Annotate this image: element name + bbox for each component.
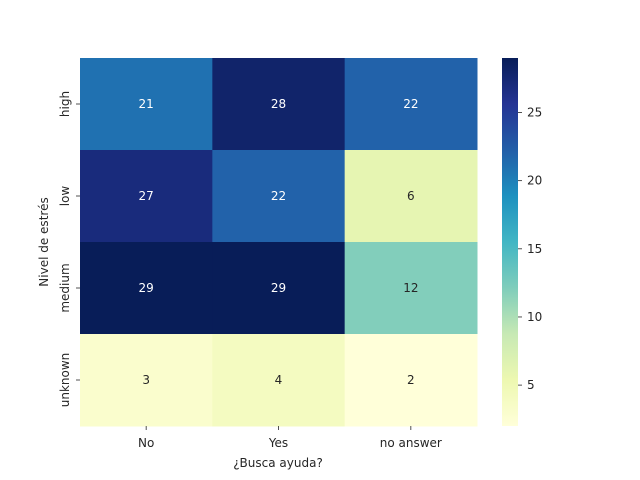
cell-value-label: 29 — [139, 281, 154, 295]
x-tick-label: Yes — [268, 436, 288, 450]
heatmap-cell — [80, 58, 213, 151]
cell-value-label: 21 — [139, 97, 154, 111]
cell-value-label: 22 — [403, 97, 418, 111]
heatmap-cell — [344, 242, 478, 335]
cell-value-label: 4 — [275, 373, 283, 387]
heatmap-cell — [80, 242, 213, 335]
cell-value-label: 28 — [271, 97, 286, 111]
heatmap-cell — [212, 242, 346, 335]
y-tick-label: medium — [58, 263, 72, 312]
y-tick-label: unknown — [58, 353, 72, 408]
cell-value-label: 27 — [139, 189, 154, 203]
heatmap-cell — [344, 334, 478, 427]
x-axis-label: ¿Busca ayuda? — [233, 456, 323, 470]
colorbar-tick-label: 5 — [527, 378, 535, 392]
heatmap-cell — [344, 58, 478, 151]
colorbar-tick-label: 15 — [527, 242, 542, 256]
y-axis-label: Nivel de estrés — [37, 197, 51, 286]
heatmap-cells — [80, 58, 478, 427]
heatmap-cell — [344, 150, 478, 243]
heatmap-cell — [80, 150, 213, 243]
x-tick-label: no answer — [380, 436, 442, 450]
y-tick-label: low — [58, 186, 72, 207]
x-axis-ticks: No Yes no answer — [138, 426, 442, 450]
cell-value-label: 29 — [271, 281, 286, 295]
colorbar-tick-label: 20 — [527, 174, 542, 188]
cell-value-label: 3 — [142, 373, 150, 387]
y-tick-label: high — [58, 91, 72, 117]
cell-value-label: 6 — [407, 189, 415, 203]
heatmap-cell — [212, 150, 346, 243]
colorbar-ticks: 5 10 15 20 25 — [518, 106, 542, 392]
heatmap-cell — [212, 334, 346, 427]
cell-value-label: 22 — [271, 189, 286, 203]
heatmap-cell — [212, 58, 346, 151]
x-tick-label: No — [138, 436, 154, 450]
colorbar-tick-label: 25 — [527, 106, 542, 120]
colorbar-tick-label: 10 — [527, 310, 542, 324]
heatmap-cell-labels: 21 28 22 27 22 6 29 29 12 3 4 2 — [139, 97, 419, 387]
heatmap-cell — [80, 334, 213, 427]
cell-value-label: 2 — [407, 373, 415, 387]
cell-value-label: 12 — [403, 281, 418, 295]
colorbar — [502, 58, 518, 426]
y-axis-ticks: high low medium unknown — [58, 91, 80, 407]
